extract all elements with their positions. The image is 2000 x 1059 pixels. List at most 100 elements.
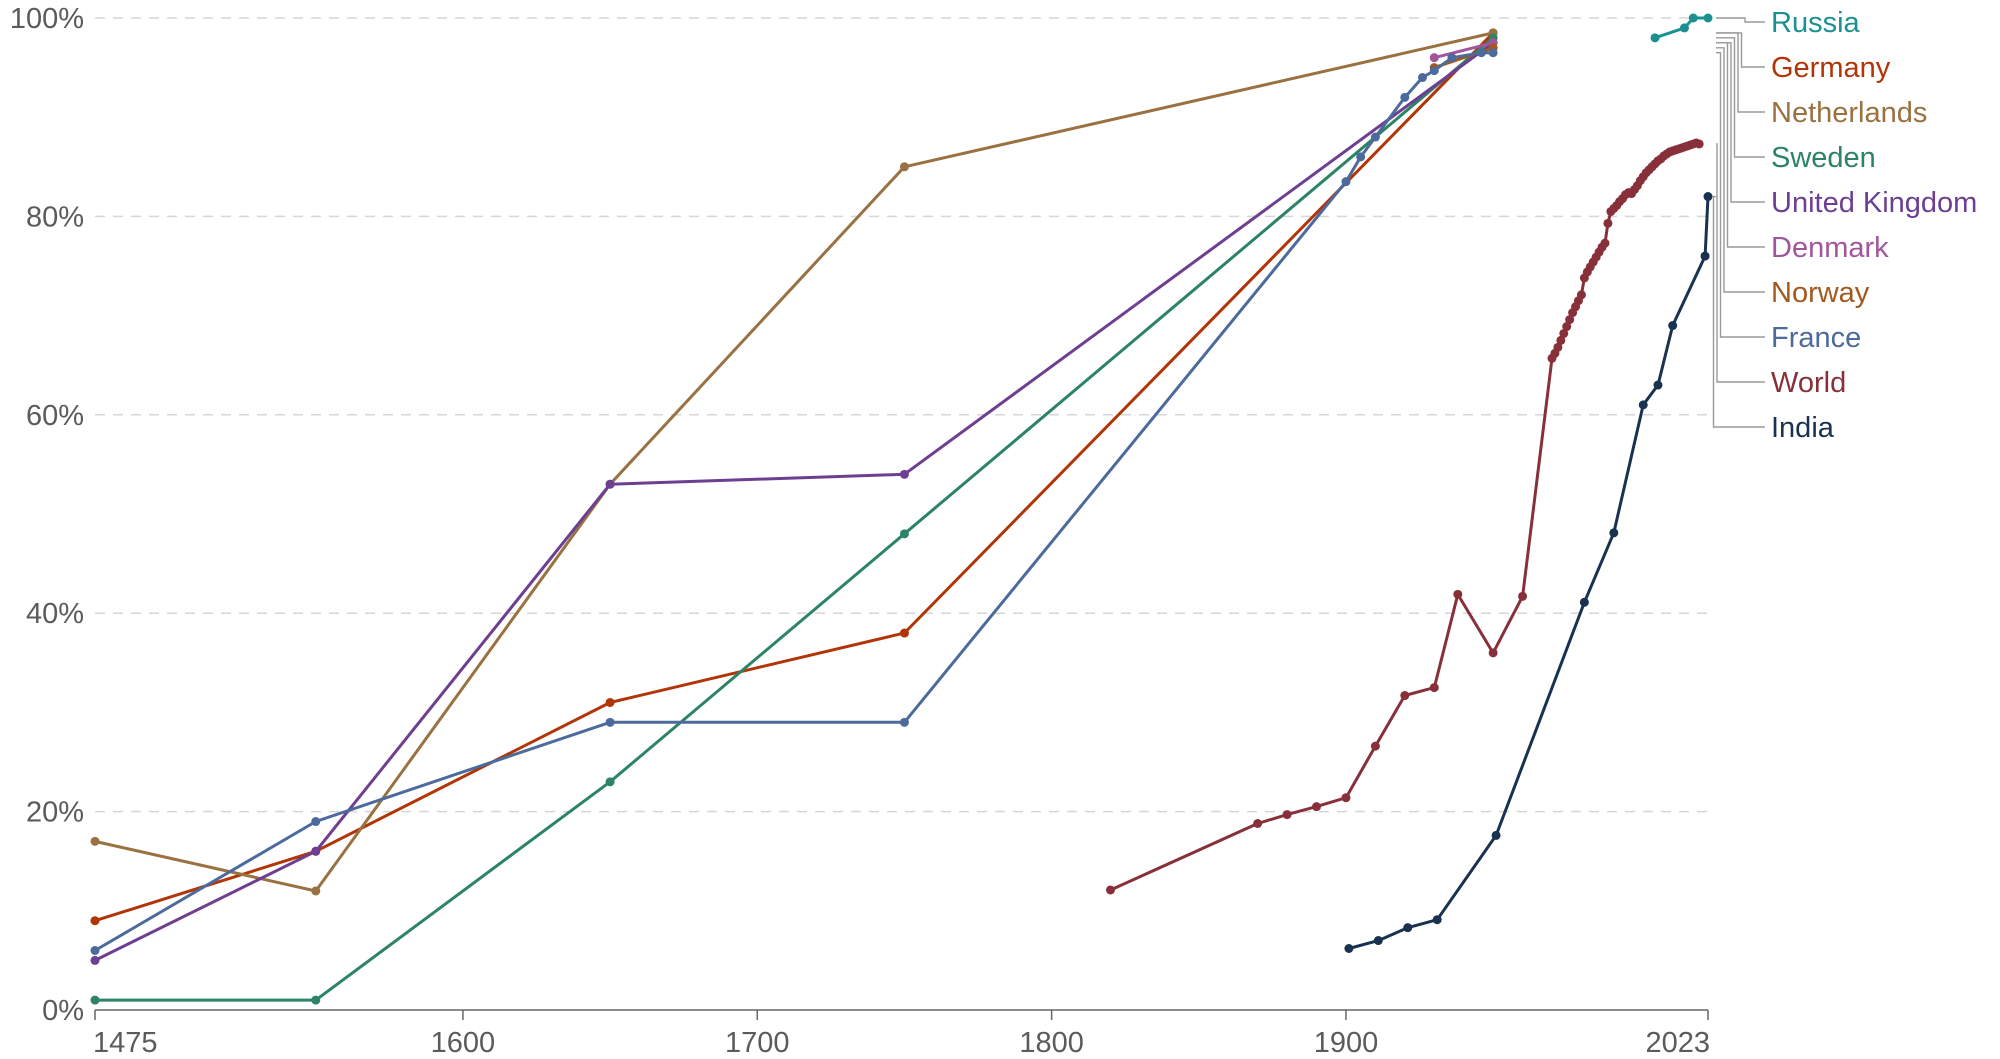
series-line-india bbox=[1347, 195, 1710, 950]
data-point-france-5 bbox=[1356, 152, 1366, 162]
data-point-world-13 bbox=[1553, 342, 1563, 352]
series-united-kingdom bbox=[90, 38, 1498, 965]
data-point-world-1 bbox=[1253, 819, 1263, 829]
y-axis-tick-labels: 0% 20% 40% 60% 80% 100% bbox=[10, 3, 84, 1027]
series-france bbox=[90, 48, 1498, 955]
data-point-india-1 bbox=[1373, 936, 1383, 946]
data-point-world-7 bbox=[1429, 683, 1439, 693]
series-line-russia bbox=[1653, 16, 1710, 40]
legend-label-netherlands: Netherlands bbox=[1771, 97, 1927, 129]
data-point-germany-2 bbox=[605, 697, 615, 707]
data-point-india-2 bbox=[1403, 923, 1413, 933]
series-lines bbox=[90, 13, 1713, 1005]
data-point-france-2 bbox=[605, 717, 615, 727]
data-point-france-11 bbox=[1476, 48, 1486, 58]
y-tick-label-0: 0% bbox=[42, 995, 84, 1027]
data-point-world-8 bbox=[1453, 589, 1463, 599]
x-axis bbox=[94, 1009, 1709, 1020]
data-point-india-10 bbox=[1700, 251, 1710, 261]
data-point-netherlands-0 bbox=[90, 836, 100, 846]
x-tick-label-2023: 2023 bbox=[1645, 1027, 1710, 1059]
data-point-netherlands-3 bbox=[899, 162, 909, 172]
data-point-india-7 bbox=[1638, 400, 1648, 410]
series-russia bbox=[1650, 13, 1713, 43]
data-point-india-9 bbox=[1668, 321, 1678, 331]
legend-connector-norway bbox=[1716, 47, 1765, 293]
data-point-netherlands-1 bbox=[311, 886, 321, 896]
legend-label-denmark: Denmark bbox=[1771, 232, 1889, 264]
legend-connector-world bbox=[1716, 143, 1765, 383]
series-line-world bbox=[1109, 141, 1701, 892]
data-point-sweden-1 bbox=[311, 995, 321, 1005]
data-point-united-kingdom-1 bbox=[311, 846, 321, 856]
data-point-sweden-0 bbox=[90, 995, 100, 1005]
data-point-india-0 bbox=[1344, 943, 1354, 953]
legend-connector-france bbox=[1716, 52, 1765, 338]
y-tick-label-60: 60% bbox=[26, 400, 84, 432]
data-point-india-11 bbox=[1703, 192, 1713, 202]
data-point-sweden-2 bbox=[605, 777, 615, 787]
data-point-world-14 bbox=[1556, 335, 1566, 345]
x-tick-label-1900: 1900 bbox=[1314, 1027, 1379, 1059]
x-tick-label-1700: 1700 bbox=[725, 1027, 790, 1059]
data-point-germany-3 bbox=[899, 628, 909, 638]
data-point-world-3 bbox=[1312, 802, 1322, 812]
series-india bbox=[1344, 192, 1713, 953]
series-world bbox=[1105, 138, 1704, 895]
data-point-world-29 bbox=[1600, 238, 1610, 248]
series-line-united-kingdom bbox=[93, 41, 1495, 962]
legend-label-france: France bbox=[1771, 322, 1861, 354]
data-point-world-2 bbox=[1282, 810, 1292, 820]
data-point-world-10 bbox=[1518, 591, 1528, 601]
data-point-india-8 bbox=[1653, 380, 1663, 390]
series-line-denmark bbox=[1432, 41, 1495, 60]
data-point-russia-1 bbox=[1679, 23, 1689, 33]
legend-connector-india bbox=[1712, 195, 1765, 428]
data-point-united-kingdom-2 bbox=[605, 479, 615, 489]
data-point-france-1 bbox=[311, 817, 321, 827]
data-point-germany-0 bbox=[90, 916, 100, 926]
data-point-world-61 bbox=[1694, 139, 1704, 149]
legend-connector-denmark bbox=[1716, 42, 1765, 248]
data-point-france-9 bbox=[1429, 66, 1439, 76]
data-point-india-6 bbox=[1609, 528, 1619, 538]
data-point-russia-2 bbox=[1688, 13, 1698, 23]
legend-connector-netherlands bbox=[1716, 32, 1765, 113]
data-point-france-3 bbox=[899, 717, 909, 727]
data-point-world-5 bbox=[1370, 741, 1380, 751]
data-point-france-12 bbox=[1488, 48, 1498, 58]
data-point-russia-0 bbox=[1650, 33, 1660, 43]
series-line-netherlands bbox=[93, 31, 1495, 893]
data-point-india-4 bbox=[1491, 830, 1501, 840]
y-tick-label-80: 80% bbox=[26, 201, 84, 233]
data-point-world-21 bbox=[1576, 290, 1586, 300]
x-tick-label-1475: 1475 bbox=[93, 1027, 158, 1059]
x-tick-label-1600: 1600 bbox=[431, 1027, 496, 1059]
gridlines bbox=[95, 17, 1708, 813]
data-point-sweden-3 bbox=[899, 529, 909, 539]
data-point-india-5 bbox=[1579, 597, 1589, 607]
data-point-india-3 bbox=[1432, 915, 1442, 925]
legend-connectors bbox=[1712, 17, 1765, 428]
legend-label-russia: Russia bbox=[1771, 7, 1861, 39]
data-point-france-0 bbox=[90, 945, 100, 955]
data-point-world-4 bbox=[1341, 793, 1351, 803]
data-point-united-kingdom-0 bbox=[90, 955, 100, 965]
legend-connector-sweden bbox=[1716, 37, 1765, 158]
data-point-france-6 bbox=[1370, 132, 1380, 142]
data-point-france-8 bbox=[1417, 73, 1427, 83]
series-netherlands bbox=[90, 28, 1498, 896]
data-point-world-0 bbox=[1105, 885, 1115, 895]
y-tick-label-100: 100% bbox=[10, 3, 84, 35]
data-point-world-17 bbox=[1565, 315, 1575, 325]
legend-label-india: India bbox=[1771, 412, 1835, 444]
data-point-france-4 bbox=[1341, 177, 1351, 187]
legend: Russia Germany Netherlands Sweden United Kin… bbox=[1771, 7, 1977, 444]
legend-label-germany: Germany bbox=[1771, 52, 1891, 84]
data-point-united-kingdom-3 bbox=[899, 469, 909, 479]
data-point-world-16 bbox=[1562, 322, 1572, 332]
legend-label-world: World bbox=[1771, 367, 1846, 399]
data-point-world-15 bbox=[1559, 328, 1569, 338]
data-point-france-10 bbox=[1447, 53, 1457, 63]
